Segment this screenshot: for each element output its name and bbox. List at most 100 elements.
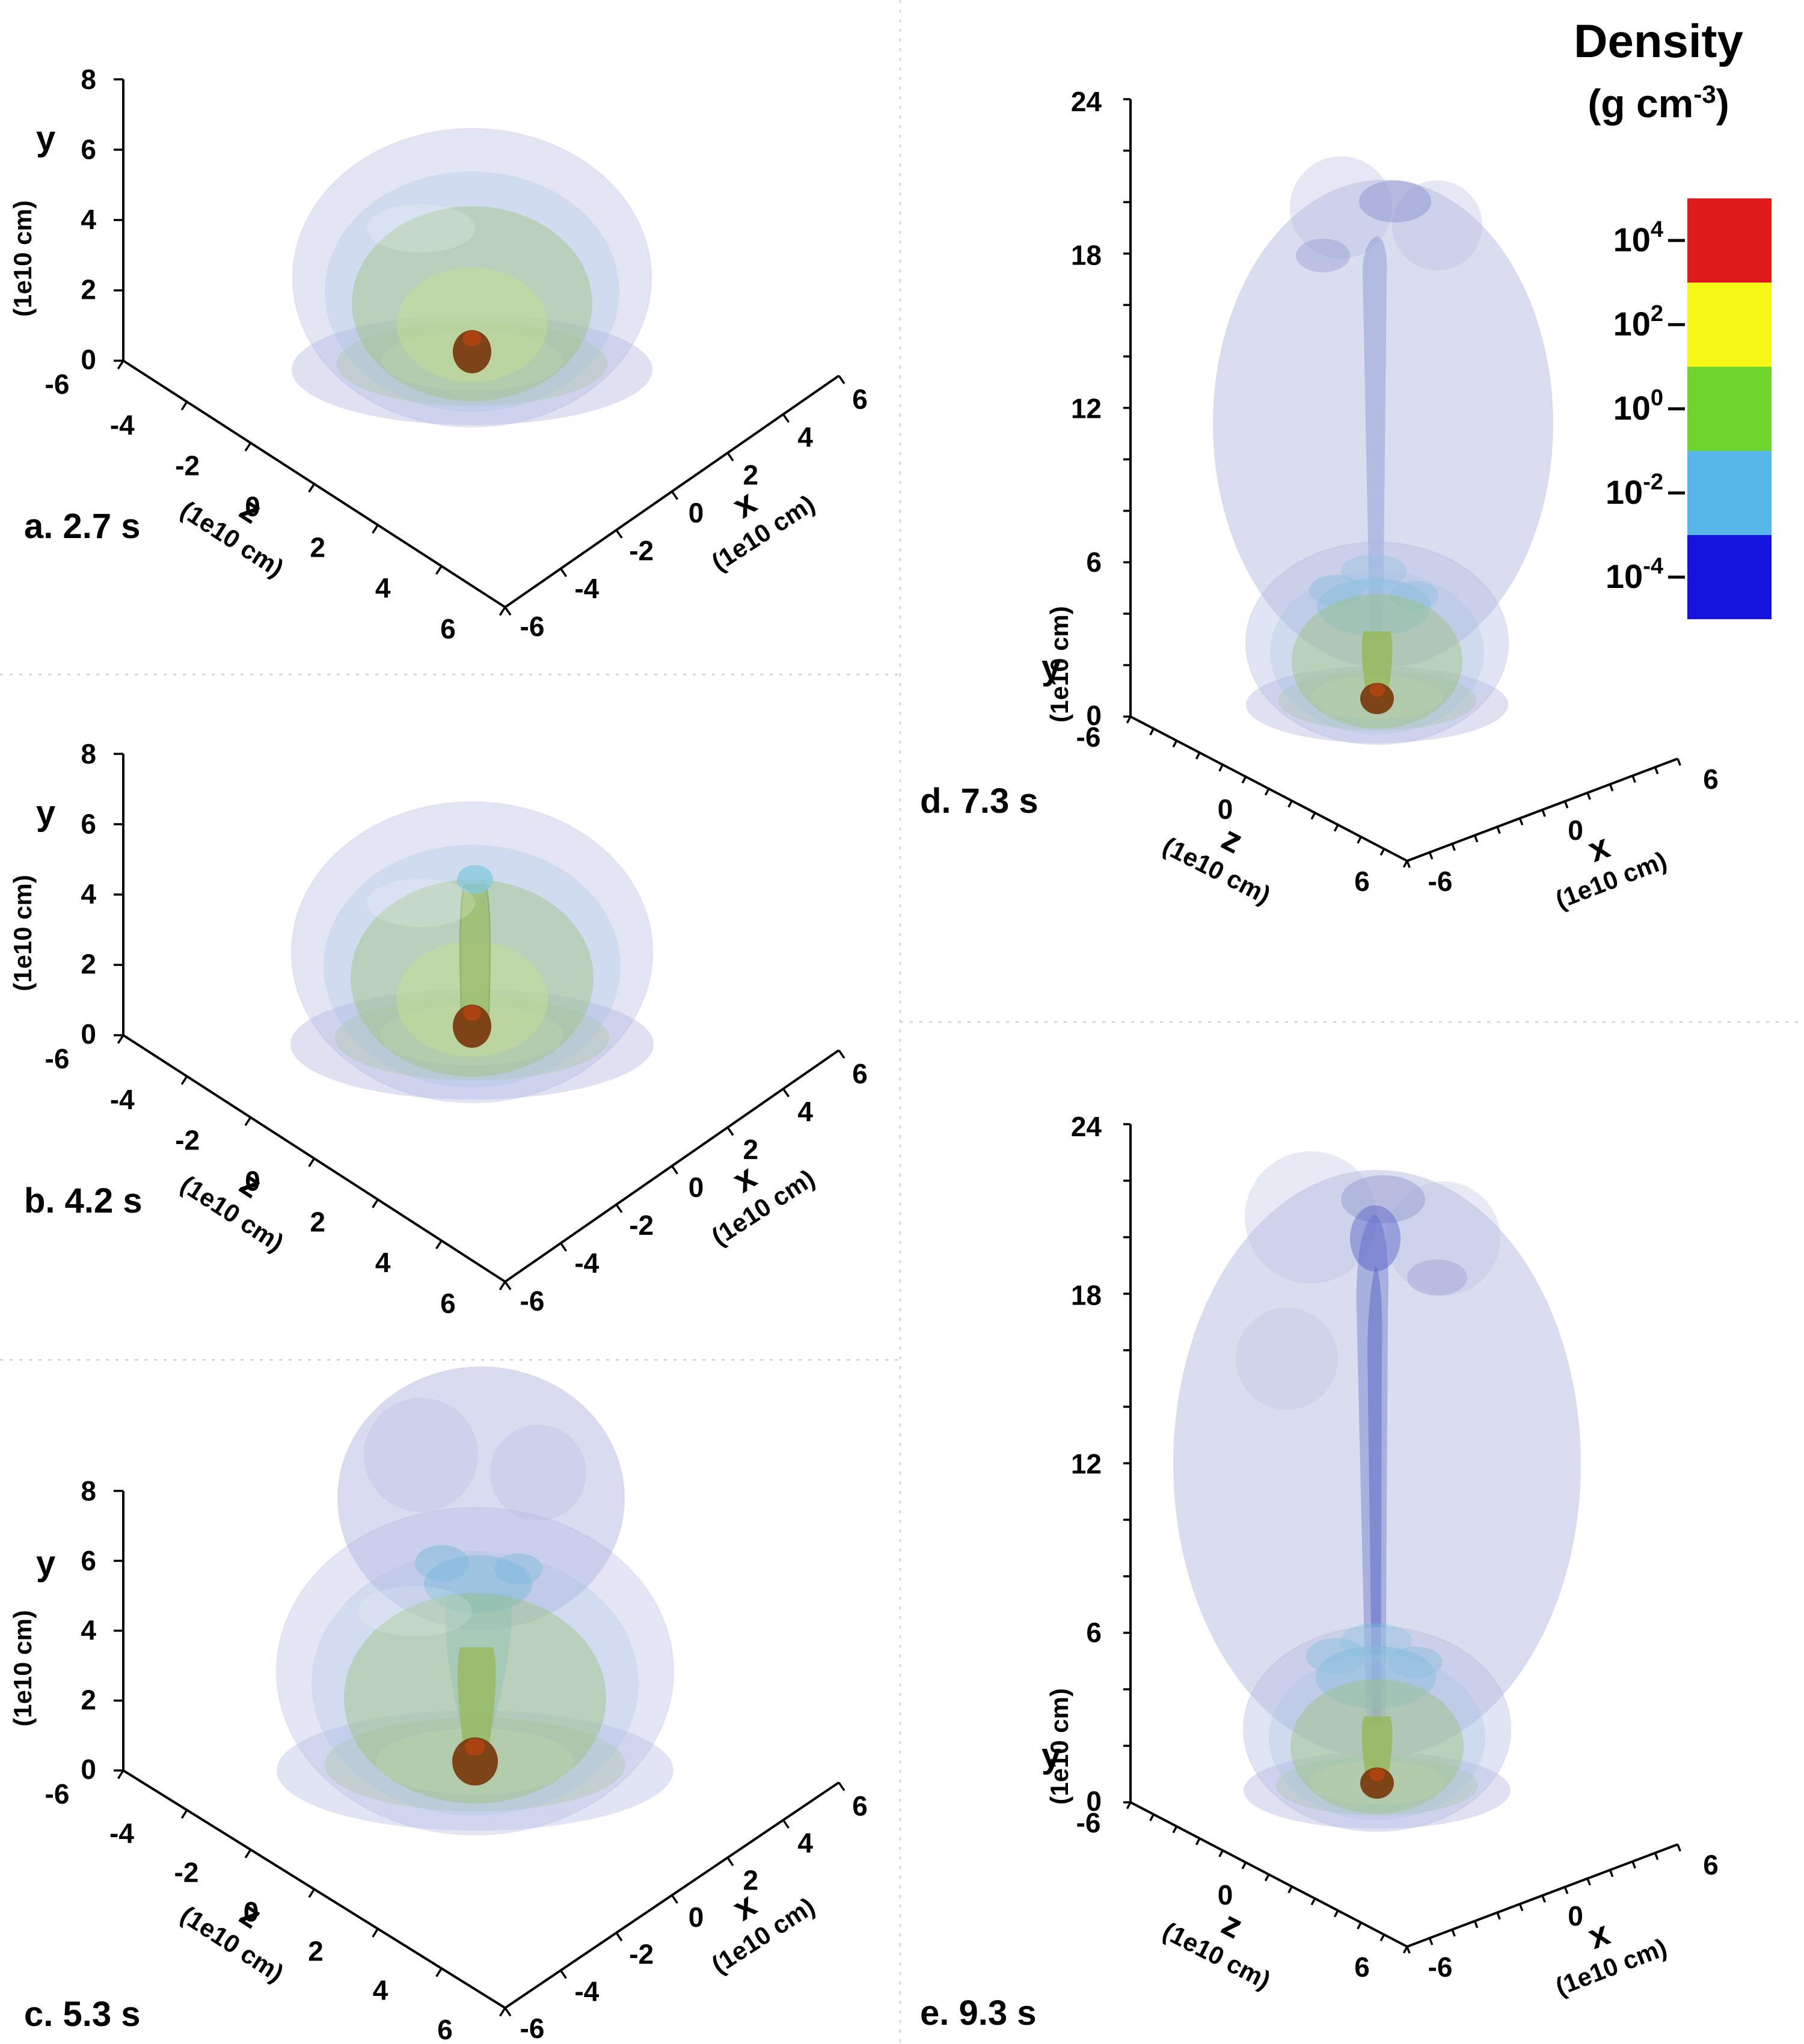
x-axis-ticks: -6 -4 -2 0 2 4 6	[520, 1058, 868, 1317]
iso-core	[1360, 683, 1394, 714]
iso-green-cone	[457, 1647, 496, 1752]
tick-mark	[1451, 1929, 1456, 1937]
iso-plume-dark-patch	[1359, 180, 1431, 222]
x-axis-ticks: -6 -4 -2 0 2 4 6	[520, 384, 868, 642]
iso-plume-lobe	[1245, 1151, 1377, 1284]
tick-label: 2	[310, 531, 326, 563]
tick-mark	[372, 1928, 379, 1938]
tick-label: -2	[629, 1939, 654, 1970]
legend-units-sup: -3	[1693, 80, 1716, 108]
iso-core-tip	[1369, 684, 1385, 697]
tick-mark	[1609, 1869, 1614, 1877]
tick-mark	[1518, 818, 1524, 826]
tick-label: -6	[520, 611, 545, 642]
legend-label-1e4: 104	[1613, 217, 1663, 259]
tick-label: -6	[1428, 866, 1453, 897]
y-axis-name: y	[1042, 1736, 1061, 1775]
tick-label: 8	[81, 64, 96, 95]
tick-mark	[1172, 740, 1178, 748]
iso-green-cone	[1361, 631, 1393, 697]
iso-core	[452, 1737, 498, 1785]
y-axis-unit: (1e10 cm)	[1045, 606, 1073, 723]
tick-label: 24	[1071, 86, 1102, 117]
iso-turbulence-blob	[1390, 581, 1438, 610]
tick-mark	[1541, 809, 1546, 817]
tick-mark	[1195, 752, 1201, 760]
iso-turbulence-blob	[415, 1545, 469, 1581]
tick-mark	[372, 524, 379, 534]
iso-jet-core	[1367, 1265, 1382, 1719]
y-axis-unit: (1e10 cm)	[8, 875, 37, 991]
tick-mark	[244, 1116, 252, 1127]
tick-label: 0	[81, 344, 96, 375]
iso-turbulence-blob	[494, 1553, 542, 1585]
tick-label: 4	[797, 1096, 813, 1127]
tick-label: 6	[81, 134, 96, 165]
tick-label: 0	[689, 497, 704, 528]
tick-mark	[1333, 824, 1339, 832]
tick-mark	[504, 1281, 512, 1291]
tick-mark	[726, 1127, 734, 1136]
tick-label: -4	[109, 1817, 134, 1849]
tick-mark	[180, 1076, 188, 1085]
y-axis-name: y	[36, 794, 55, 833]
tick-mark	[782, 1088, 790, 1098]
iso-turbulence-cap	[424, 1555, 532, 1613]
tick-mark	[1357, 836, 1362, 844]
tick-mark	[1609, 783, 1614, 792]
z-axis-unit: (1e10 cm)	[176, 495, 289, 583]
tick-label: 0	[245, 491, 260, 522]
tick-mark	[1149, 728, 1155, 736]
tick-mark	[1563, 1886, 1569, 1894]
z-axis-ticks: -6 -4 -2 0 2 4 6	[45, 1778, 453, 2044]
tick-mark	[1586, 792, 1591, 800]
tick-label: 4	[373, 1975, 388, 2006]
iso-core-tip	[1369, 1768, 1385, 1781]
legend-label-1e-4: 10-4	[1606, 554, 1663, 595]
legend-units-suffix: )	[1716, 81, 1729, 126]
tick-mark	[560, 1969, 567, 1979]
legend-swatch-1e2	[1687, 283, 1772, 367]
tick-mark	[1654, 766, 1659, 775]
panel-label-a: a. 2.7 s	[24, 507, 140, 546]
y-axis-marks	[114, 1490, 123, 1772]
tick-label: 2	[743, 1134, 759, 1165]
tick-mark	[838, 1782, 845, 1792]
iso-plume-lobe	[1290, 156, 1392, 259]
tick-mark	[117, 360, 124, 370]
iso-highlight	[367, 204, 475, 252]
tick-label: 6	[81, 809, 96, 840]
tick-mark	[560, 568, 568, 577]
x-axis-ticks: -6 0 6	[1428, 1849, 1719, 1983]
z-axis-ticks: -6 -4 -2 0 2 4 6	[45, 1043, 456, 1319]
iso-core-tip	[463, 1005, 481, 1021]
legend-title: Density	[1574, 14, 1743, 67]
tick-mark	[1126, 716, 1132, 724]
tick-label: 2	[743, 1864, 759, 1896]
legend: Density (g cm-3) 104 102 100 10-2 10-4	[1574, 14, 1772, 619]
tick-label: 0	[1218, 1879, 1233, 1911]
z-axis-marks	[117, 1770, 506, 2017]
tick-mark	[1333, 1910, 1339, 1918]
tick-label: 6	[1086, 1617, 1102, 1648]
tick-label: -4	[574, 1975, 599, 2007]
z-axis-name: z	[233, 1163, 269, 1205]
tick-mark	[1563, 801, 1569, 809]
tick-label: -2	[175, 450, 200, 482]
tick-label: -4	[574, 1247, 599, 1279]
tick-mark	[1586, 1878, 1591, 1886]
iso-core-tip	[465, 1739, 485, 1755]
panel-label-c: c. 5.3 s	[24, 1995, 140, 2034]
iso-core	[1360, 1767, 1394, 1799]
tick-label: 8	[81, 738, 96, 770]
isosurfaces-a	[292, 127, 652, 428]
tick-label: 4	[375, 1247, 391, 1278]
z-axis-ticks: -6 0 6	[1076, 721, 1370, 897]
tick-mark	[615, 529, 623, 539]
x-axis-unit: (1e10 cm)	[707, 1892, 820, 1979]
tick-mark	[180, 1809, 188, 1819]
z-axis-unit: (1e10 cm)	[1158, 831, 1275, 910]
tick-mark	[1195, 1838, 1201, 1846]
y-axis-unit: (1e10 cm)	[8, 200, 37, 317]
